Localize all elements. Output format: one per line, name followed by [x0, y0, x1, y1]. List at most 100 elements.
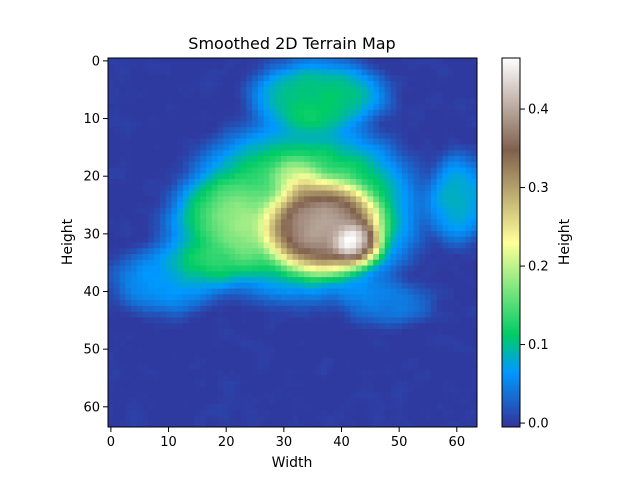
heatmap-cell [200, 265, 207, 272]
heatmap-cell [131, 81, 138, 88]
heatmap-cell [361, 161, 368, 169]
heatmap-cell [229, 69, 236, 76]
heatmap-cell [338, 196, 345, 203]
heatmap-cell [280, 392, 288, 399]
heatmap-cell [131, 132, 138, 140]
heatmap-cell [453, 121, 461, 128]
heatmap-cell [211, 305, 219, 313]
heatmap-cell [206, 236, 213, 243]
heatmap-cell [142, 277, 149, 284]
heatmap-cell [119, 69, 126, 76]
heatmap-cell [257, 363, 265, 370]
heatmap-cell [390, 346, 397, 353]
heatmap-cell [154, 403, 161, 411]
heatmap-cell [113, 75, 121, 82]
heatmap-cell [327, 121, 334, 128]
heatmap-cell [142, 346, 149, 353]
heatmap-cell [159, 132, 167, 140]
heatmap-cell [396, 346, 403, 353]
heatmap-cell [367, 288, 374, 295]
heatmap-cell [436, 58, 443, 65]
heatmap-cell [338, 161, 345, 169]
heatmap-cell [154, 225, 161, 232]
heatmap-cell [327, 213, 334, 220]
heatmap-cell [292, 75, 299, 82]
heatmap-cell [280, 386, 288, 393]
heatmap-cell [252, 369, 259, 376]
heatmap-cell [413, 75, 420, 82]
heatmap-cell [367, 380, 374, 388]
heatmap-cell [154, 398, 161, 405]
heatmap-cell [177, 219, 184, 226]
heatmap-cell [125, 179, 132, 186]
heatmap-cell [142, 225, 149, 232]
heatmap-cell [344, 173, 351, 180]
heatmap-cell [390, 63, 397, 71]
heatmap-cell [378, 86, 386, 94]
heatmap-cell [378, 271, 386, 278]
heatmap-cell [263, 121, 270, 128]
heatmap-cell [459, 254, 466, 261]
heatmap-cell [125, 109, 132, 117]
heatmap-cell [361, 392, 368, 399]
heatmap-cell [390, 392, 397, 399]
heatmap-cell [453, 150, 461, 157]
heatmap-cell [407, 409, 415, 416]
heatmap-cell [217, 403, 224, 411]
heatmap-cell [136, 242, 144, 249]
heatmap-cell [113, 277, 121, 284]
heatmap-cell [217, 213, 224, 220]
heatmap-cell [304, 392, 311, 399]
heatmap-cell [234, 386, 242, 393]
heatmap-cell [309, 173, 317, 180]
heatmap-cell [286, 294, 293, 301]
heatmap-cell [425, 282, 432, 290]
heatmap-cell [321, 254, 328, 261]
heatmap-cell [165, 323, 172, 330]
heatmap-cell [402, 63, 409, 71]
heatmap-cell [229, 334, 236, 342]
heatmap-cell [373, 156, 380, 163]
heatmap-cell [304, 230, 311, 238]
heatmap-cell [402, 121, 409, 128]
heatmap-cell [246, 242, 253, 249]
heatmap-cell [321, 392, 328, 399]
heatmap-cell [252, 179, 259, 186]
heatmap-cell [125, 138, 132, 145]
heatmap-cell [350, 190, 357, 197]
heatmap-cell [390, 248, 397, 255]
heatmap-cell [275, 254, 282, 261]
heatmap-cell [125, 98, 132, 105]
heatmap-cell [280, 115, 288, 122]
heatmap-cell [471, 75, 477, 82]
heatmap-cell [396, 184, 403, 192]
heatmap-cell [436, 328, 443, 336]
heatmap-cell [194, 138, 201, 145]
heatmap-cell [246, 386, 253, 393]
heatmap-cell [200, 173, 207, 180]
heatmap-cell [292, 213, 299, 220]
heatmap-cell [384, 86, 392, 94]
heatmap-cell [119, 369, 126, 376]
heatmap-cell [448, 403, 455, 411]
heatmap-cell [390, 357, 397, 365]
heatmap-cell [200, 369, 207, 376]
heatmap-cell [136, 150, 144, 157]
heatmap-cell [338, 259, 345, 267]
heatmap-cell [344, 288, 351, 295]
heatmap-cell [378, 248, 386, 255]
heatmap-cell [419, 323, 426, 330]
heatmap-cell [159, 282, 167, 290]
heatmap-cell [159, 144, 167, 151]
heatmap-cell [465, 236, 472, 243]
heatmap-cell [275, 104, 282, 111]
heatmap-cell [263, 254, 270, 261]
heatmap-cell [211, 121, 219, 128]
heatmap-cell [252, 380, 259, 388]
heatmap-cell [206, 403, 213, 411]
heatmap-cell [442, 294, 449, 301]
heatmap-cell [298, 75, 305, 82]
heatmap-cell [298, 115, 305, 122]
heatmap-cell [263, 127, 270, 134]
heatmap-cell [217, 115, 224, 122]
